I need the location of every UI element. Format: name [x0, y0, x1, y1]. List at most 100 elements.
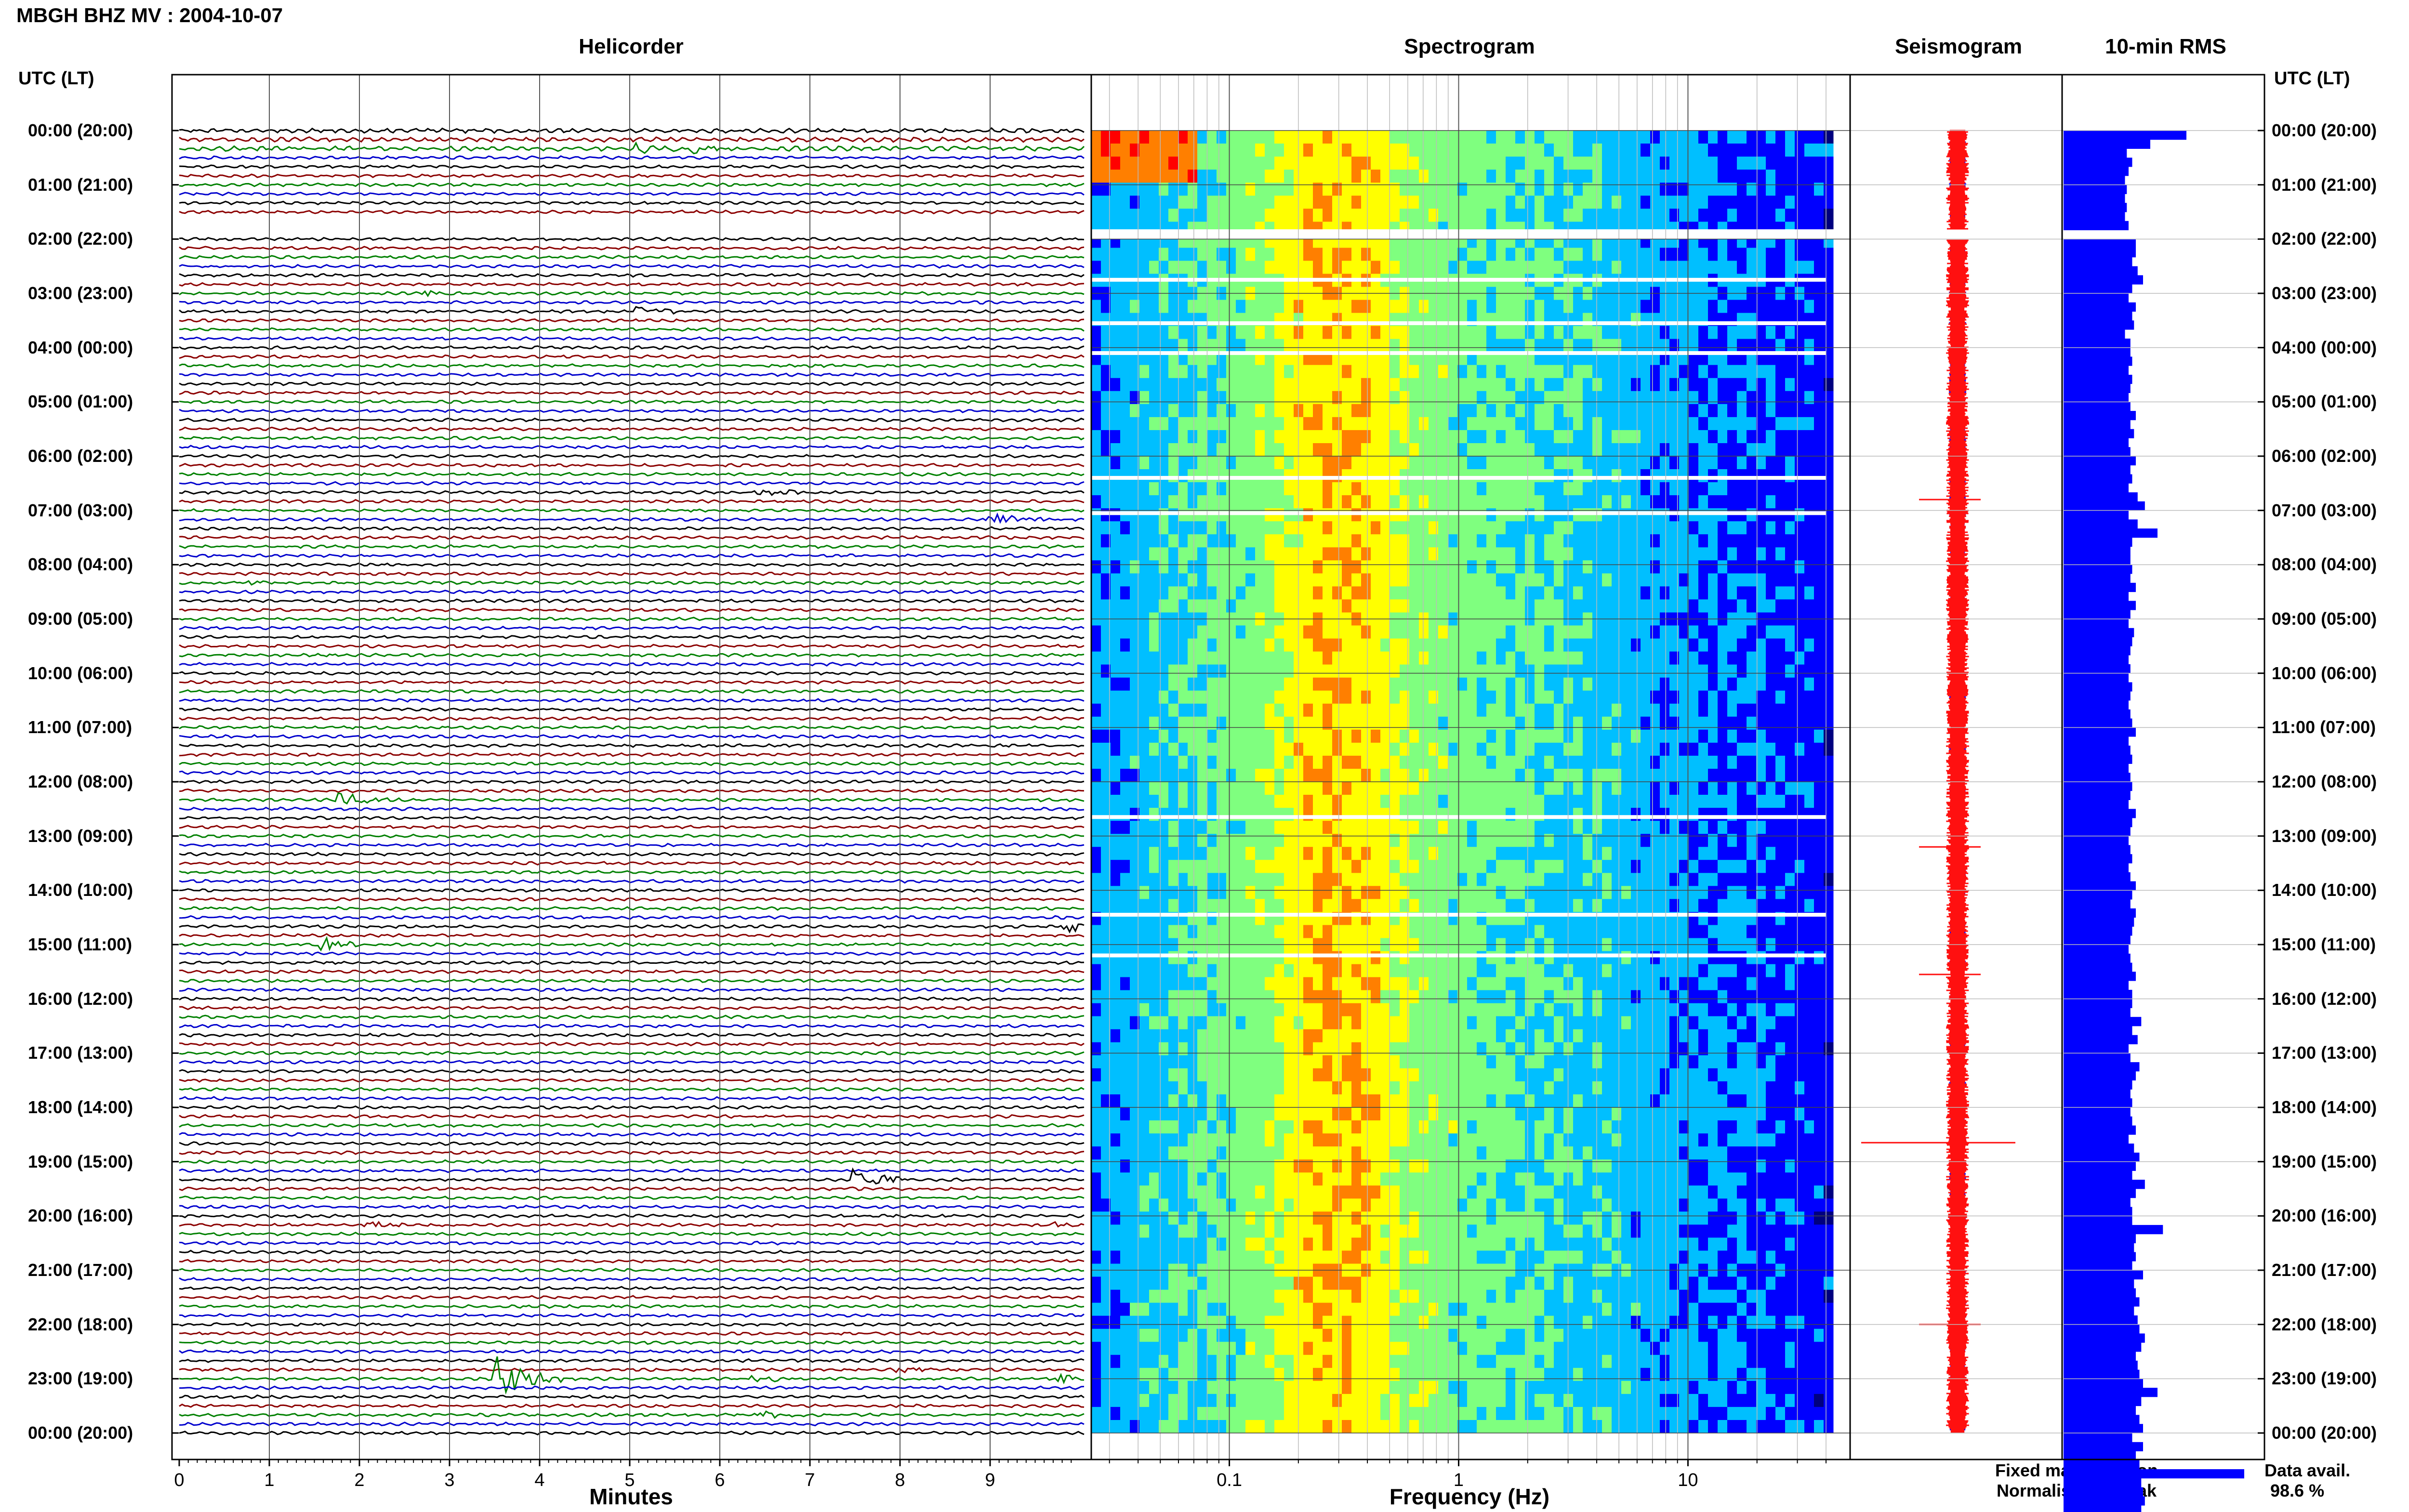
spectrogram-cell	[1429, 664, 1439, 678]
spectrogram-cell	[1535, 782, 1545, 795]
spectrogram-cell	[1506, 261, 1516, 274]
spectrogram-cell	[1120, 547, 1130, 561]
spectrogram-cell	[1120, 404, 1130, 418]
spectrogram-cell	[1226, 144, 1236, 157]
spectrogram-cell	[1775, 729, 1786, 743]
spectrogram-cell	[1486, 664, 1496, 678]
spectrogram-cell	[1159, 703, 1169, 717]
spectrogram-cell	[1775, 808, 1786, 821]
spectrogram-cell	[1718, 417, 1728, 431]
spectrogram-cell	[1168, 170, 1178, 183]
spectrogram-cell	[1197, 248, 1207, 261]
spectrogram-cell	[1737, 769, 1747, 782]
spectrogram-cell	[1583, 391, 1593, 405]
spectrogram-cell	[1775, 742, 1786, 756]
spectrogram-cell	[1592, 196, 1602, 209]
spectrogram-cell	[1756, 755, 1766, 769]
spectrogram-cell	[1371, 677, 1381, 691]
spectrogram-cell	[1698, 690, 1708, 704]
spectrogram-cell	[1429, 769, 1439, 782]
spectrogram-cell	[1400, 795, 1410, 808]
spectrogram-cell	[1438, 183, 1448, 196]
spectrogram-cell	[1380, 808, 1390, 821]
spectrogram-cell	[1236, 209, 1246, 222]
spectrogram-cell	[1756, 703, 1766, 717]
spectrogram-cell	[1409, 495, 1419, 509]
spectrogram-cell	[1371, 495, 1381, 509]
spectrogram-cell	[1592, 729, 1602, 743]
spectrogram-cell	[1149, 248, 1159, 261]
spectrogram-cell	[1226, 456, 1236, 470]
spectrogram-cell	[1323, 443, 1333, 457]
spectrogram-cell	[1804, 860, 1814, 873]
time-label-left: 23:00 (19:00)	[28, 1368, 133, 1389]
spectrogram-cell	[1602, 834, 1612, 847]
spectrogram-cell	[1583, 834, 1593, 847]
spectrogram-cell	[1689, 821, 1699, 834]
spectrogram-cell	[1679, 795, 1689, 808]
spectrogram-cell	[1438, 326, 1448, 340]
spectrogram-cell	[1602, 495, 1612, 509]
helicorder-trace	[179, 489, 1085, 496]
spectrogram-cell	[1457, 456, 1468, 470]
spectrogram-cell	[1795, 170, 1805, 183]
helicorder-trace	[179, 263, 1085, 269]
spectrogram-cell	[1217, 339, 1227, 353]
helicorder-trace	[179, 653, 1085, 657]
spectrogram-cell	[1631, 261, 1641, 274]
spectrogram-cell	[1217, 534, 1227, 548]
spectrogram-cell	[1120, 664, 1130, 678]
spectrogram-cell	[1612, 690, 1622, 704]
spectrogram-cell	[1477, 769, 1487, 782]
spectrogram-cell	[1255, 170, 1265, 183]
spectrogram-cell	[1409, 300, 1419, 313]
spectrogram-cell	[1178, 782, 1188, 795]
helicorder-trace	[179, 923, 1085, 934]
spectrogram-cell	[1207, 625, 1217, 639]
spectrogram-cell	[1535, 716, 1545, 730]
spectrogram-cell	[1573, 352, 1583, 366]
spectrogram-cell	[1689, 625, 1699, 639]
spectrogram-cell	[1101, 664, 1111, 678]
spectrogram-cell	[1592, 248, 1602, 261]
spectrogram-cell	[1226, 339, 1236, 353]
spectrogram-cell	[1409, 690, 1419, 704]
spectrogram-cell	[1814, 664, 1824, 678]
spectrogram-cell	[1554, 196, 1564, 209]
spectrogram-cell	[1486, 716, 1496, 730]
spectrogram-cell	[1342, 573, 1352, 587]
spectrogram-cell	[1621, 404, 1631, 418]
spectrogram-cell	[1303, 729, 1313, 743]
spectrogram-cell	[1351, 300, 1362, 313]
spectrogram-cell	[1371, 300, 1381, 313]
spectrogram-cell	[1457, 248, 1468, 261]
spectrogram-cell	[1535, 560, 1545, 574]
spectrogram-cell	[1698, 456, 1708, 470]
spectrogram-cell	[1139, 352, 1150, 366]
spectrogram-cell	[1747, 261, 1757, 274]
spectrogram-cell	[1506, 326, 1516, 340]
spectrogram-cell	[1679, 821, 1689, 834]
spectrogram-cell	[1390, 821, 1400, 834]
spectrogram-cell	[1361, 378, 1371, 392]
spectrogram-cell	[1438, 769, 1448, 782]
spectrogram-cell	[1429, 703, 1439, 717]
spectrogram-cell	[1486, 209, 1496, 222]
spectrogram-cell	[1602, 677, 1612, 691]
spectrogram-cell	[1091, 209, 1101, 222]
spectrogram-cell	[1544, 378, 1554, 392]
spectrogram-cell	[1535, 183, 1545, 196]
spectrogram-cell	[1602, 795, 1612, 808]
spectrogram-cell	[1313, 378, 1323, 392]
spectrogram-cell	[1775, 625, 1786, 639]
spectrogram-cell	[1303, 430, 1313, 444]
spectrogram-cell	[1669, 625, 1680, 639]
spectrogram-cell	[1535, 352, 1545, 366]
spectrogram-cell	[1669, 131, 1680, 144]
spectrogram-cell	[1737, 326, 1747, 340]
spectrogram-cell	[1477, 443, 1487, 457]
spectrogram-cell	[1139, 703, 1150, 717]
spectrogram-cell	[1380, 248, 1390, 261]
spectrogram-cell	[1255, 782, 1265, 795]
spectrogram-cell	[1785, 183, 1795, 196]
